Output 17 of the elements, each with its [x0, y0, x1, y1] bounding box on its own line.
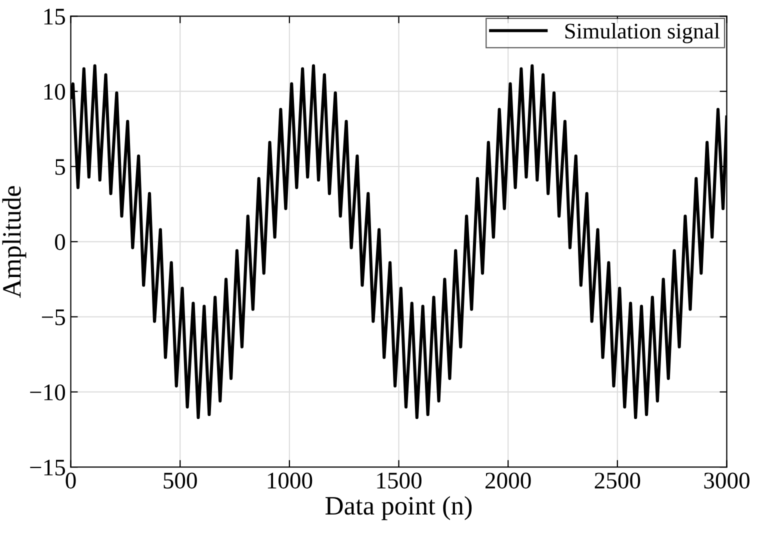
x-tick-label: 2500 — [594, 472, 640, 489]
x-tick-label: 1500 — [377, 472, 422, 489]
legend-label: Simulation signal — [565, 23, 720, 44]
x-axis-title: Data point (n) — [326, 496, 472, 520]
x-tick-label: 2000 — [486, 472, 531, 489]
y-tick-label: −15 — [30, 460, 65, 476]
y-tick-label: 0 — [55, 234, 66, 250]
x-tick-label: 1000 — [268, 472, 312, 489]
y-tick-label: −5 — [42, 310, 65, 326]
x-tick-label: 0 — [66, 472, 76, 489]
y-tick-label: 15 — [44, 8, 65, 25]
y-tick-label: 10 — [44, 84, 66, 100]
y-tick-label: −10 — [30, 384, 66, 400]
x-tick-label: 500 — [164, 472, 197, 489]
x-tick-label: 3000 — [704, 472, 750, 489]
y-axis-title: Amplitude — [2, 186, 26, 298]
y-tick-label: 5 — [55, 159, 65, 175]
